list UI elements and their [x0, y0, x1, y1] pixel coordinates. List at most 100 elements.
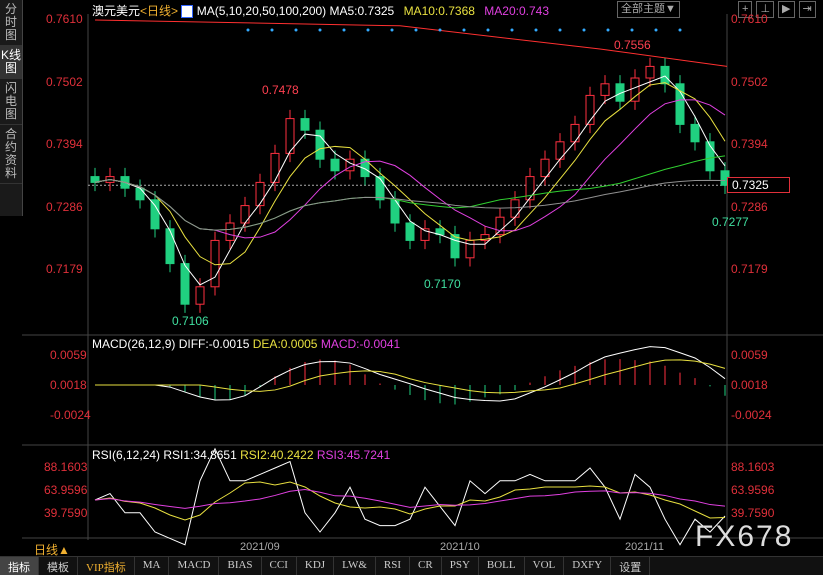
tab-6[interactable]: CCI: [262, 557, 297, 575]
rsi3: RSI3:45.7241: [316, 448, 391, 462]
macd-axis-label: 0.0018: [50, 378, 87, 392]
candle: [90, 176, 100, 183]
tab-11[interactable]: PSY: [442, 557, 479, 575]
candle: [645, 65, 655, 79]
macd-value: MACD:-0.0041: [320, 337, 401, 351]
tab-5[interactable]: BIAS: [219, 557, 262, 575]
price-label-left: 0.7502: [46, 74, 83, 89]
ma-icon[interactable]: [181, 5, 194, 19]
rsi-axis-label: 88.1603: [44, 460, 88, 474]
macd-axis-label: 0.0059: [50, 348, 87, 362]
high-annotation: 0.7556: [614, 38, 651, 52]
candle: [285, 118, 295, 154]
rsi2: RSI2:40.2422: [240, 448, 314, 462]
tab-8[interactable]: LW&: [334, 557, 376, 575]
price-label-left: 0.7286: [46, 199, 83, 214]
price-label-right: 0.7610: [731, 12, 768, 26]
macd-axis-label: -0.0024: [731, 408, 772, 422]
ma100-line: [94, 178, 726, 231]
rsi-axis-label: 63.9596: [731, 483, 775, 497]
rsi1: RSI1:34.8651: [163, 448, 237, 462]
tab-2[interactable]: VIP指标: [78, 557, 135, 575]
period-selector[interactable]: 日线▲: [34, 543, 70, 557]
high-annotation: 0.7478: [262, 83, 299, 97]
candle: [375, 176, 385, 201]
candle: [180, 263, 190, 305]
candle: [240, 205, 250, 224]
event-dot: [606, 28, 610, 32]
watermark-logo: FX678: [695, 520, 794, 553]
event-dot: [294, 28, 298, 32]
tab-13[interactable]: VOL: [525, 557, 565, 575]
tab-9[interactable]: RSI: [376, 557, 411, 575]
rsi-axis-label: 88.1603: [731, 460, 775, 474]
candle: [330, 158, 340, 172]
sidebar-item-contract[interactable]: 合约资料: [0, 125, 22, 184]
candle: [420, 228, 430, 241]
chart-canvas[interactable]: [0, 0, 823, 556]
tab-0[interactable]: 指标: [0, 557, 39, 575]
candle: [150, 199, 160, 230]
macd-title: MACD(26,12,9): [92, 337, 176, 351]
candle: [510, 199, 520, 218]
event-dot: [654, 28, 658, 32]
candle: [450, 234, 460, 259]
period: <日线>: [140, 4, 179, 18]
price-label-right: 0.7502: [731, 74, 768, 89]
event-dot: [318, 28, 322, 32]
price-label-left: 0.7394: [46, 137, 83, 152]
candle: [255, 181, 265, 207]
candle: [480, 234, 490, 241]
sidebar-item-timeshare[interactable]: 分时图: [0, 0, 22, 46]
theme-dropdown[interactable]: 全部主题▼: [617, 1, 680, 18]
candle: [225, 222, 235, 241]
candle: [165, 228, 175, 265]
event-dot: [534, 28, 538, 32]
event-dot: [390, 28, 394, 32]
candle: [525, 176, 535, 201]
chart-header: 澳元美元<日线> MA(5,10,20,50,100,200) MA5:0.73…: [92, 2, 549, 19]
price-label-right: 0.7179: [731, 261, 768, 276]
tab-3[interactable]: MA: [135, 557, 170, 575]
crosshair-icon[interactable]: +: [738, 1, 753, 18]
rsi-axis-label: 63.9596: [44, 483, 88, 497]
macd-diff: DIFF:-0.0015: [178, 337, 250, 351]
candle: [675, 83, 685, 125]
price-label-right: 0.7286: [731, 199, 768, 214]
tab-15[interactable]: 设置: [611, 557, 651, 575]
time-label: 2021/09: [240, 541, 280, 553]
symbol: 澳元美元: [92, 4, 141, 18]
tab-14[interactable]: DXFY: [564, 557, 612, 575]
candle: [465, 239, 475, 259]
low-annotation: 0.7277: [712, 215, 749, 229]
price-label-left: 0.7179: [46, 261, 83, 276]
sidebar-item-kline[interactable]: K线图: [0, 46, 22, 79]
exit-icon[interactable]: ⇥: [798, 1, 816, 18]
event-dot: [270, 28, 274, 32]
tab-4[interactable]: MACD: [169, 557, 220, 575]
event-dot: [630, 28, 634, 32]
zoom-range-icon[interactable]: ⊥: [756, 1, 775, 18]
tab-7[interactable]: KDJ: [297, 557, 335, 575]
tab-10[interactable]: CR: [410, 557, 442, 575]
tab-1[interactable]: 模板: [39, 557, 78, 575]
macd-axis-label: 0.0018: [731, 378, 768, 392]
event-dot: [246, 28, 250, 32]
event-dot: [582, 28, 586, 32]
rsi-axis-label: 39.7590: [731, 506, 775, 520]
event-dot: [462, 28, 466, 32]
candle: [615, 83, 625, 102]
candle: [600, 83, 610, 96]
sidebar-item-flash[interactable]: 闪电图: [0, 79, 22, 125]
step-icon[interactable]: ▶: [778, 1, 795, 18]
rsi-header: RSI(6,12,24) RSI1:34.8651 RSI2:40.2422 R…: [92, 448, 390, 462]
candle: [210, 239, 220, 288]
candle: [495, 216, 505, 236]
rsi3-line: [94, 488, 726, 509]
sidebar: 分时图 K线图 闪电图 合约资料: [0, 0, 23, 216]
tab-12[interactable]: BOLL: [479, 557, 525, 575]
low-annotation: 0.7106: [172, 314, 209, 328]
candle: [630, 77, 640, 102]
ma5-value: MA5:0.7325: [329, 4, 395, 18]
indicator-tabs: 指标 模板 VIP指标 MA MACD BIAS CCI KDJ LW& RSI CR PSY BOLL…: [0, 556, 823, 575]
